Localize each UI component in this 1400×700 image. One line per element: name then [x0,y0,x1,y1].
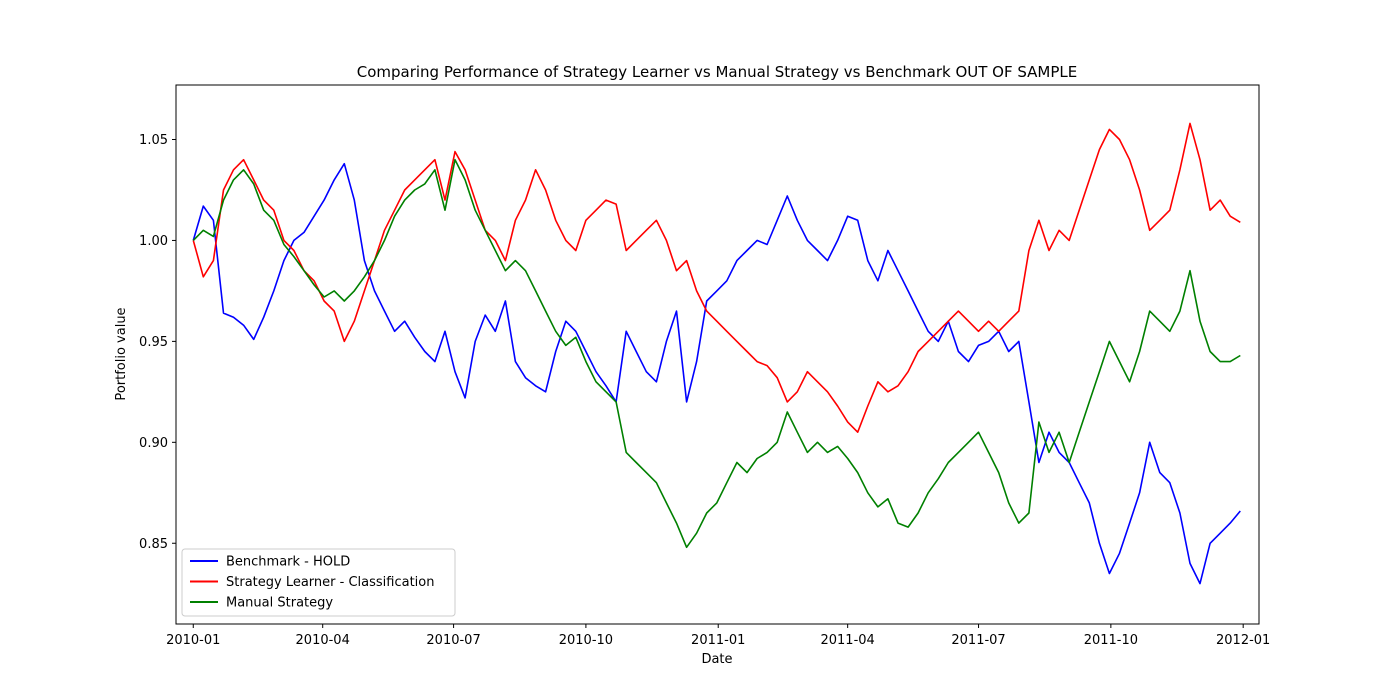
x-tick-label: 2011-10 [1084,633,1138,648]
y-tick-label: 0.95 [139,335,168,350]
x-tick-label: 2011-07 [951,633,1005,648]
x-tick-label: 2010-04 [296,633,350,648]
y-tick-label: 0.85 [139,537,168,552]
plot-area [192,122,1241,585]
legend-label: Manual Strategy [226,596,333,611]
x-tick-label: 2010-01 [166,633,220,648]
y-tick-label: 0.90 [139,436,168,451]
x-axis: 2010-01 2010-04 2010-07 2010-10 2011-01 2011-… [166,624,1270,648]
legend-label: Benchmark - HOLD [226,555,350,570]
x-tick-label: 2010-07 [426,633,480,648]
plot-frame [175,84,1260,625]
x-tick-label: 2011-04 [820,633,874,648]
y-tick-label: 1.00 [139,234,168,249]
x-tick-label: 2012-01 [1216,633,1270,648]
y-tick-label: 1.05 [139,133,168,148]
series-line-0 [192,162,1241,585]
y-axis-label: Portfolio value [114,307,129,400]
legend-box [181,548,456,617]
series-line-1 [192,122,1241,433]
legend-label: Strategy Learner - Classification [226,575,434,590]
chart-title: Comparing Performance of Strategy Learne… [357,63,1078,81]
x-tick-label: 2010-10 [559,633,613,648]
x-tick-label: 2011-01 [691,633,745,648]
y-axis: 0.85 0.90 0.95 1.00 1.05 [139,133,176,552]
legend: Benchmark - HOLD Strategy Learner - Class… [181,548,456,617]
x-axis-label: Date [701,652,732,667]
series-line-2 [192,158,1241,549]
